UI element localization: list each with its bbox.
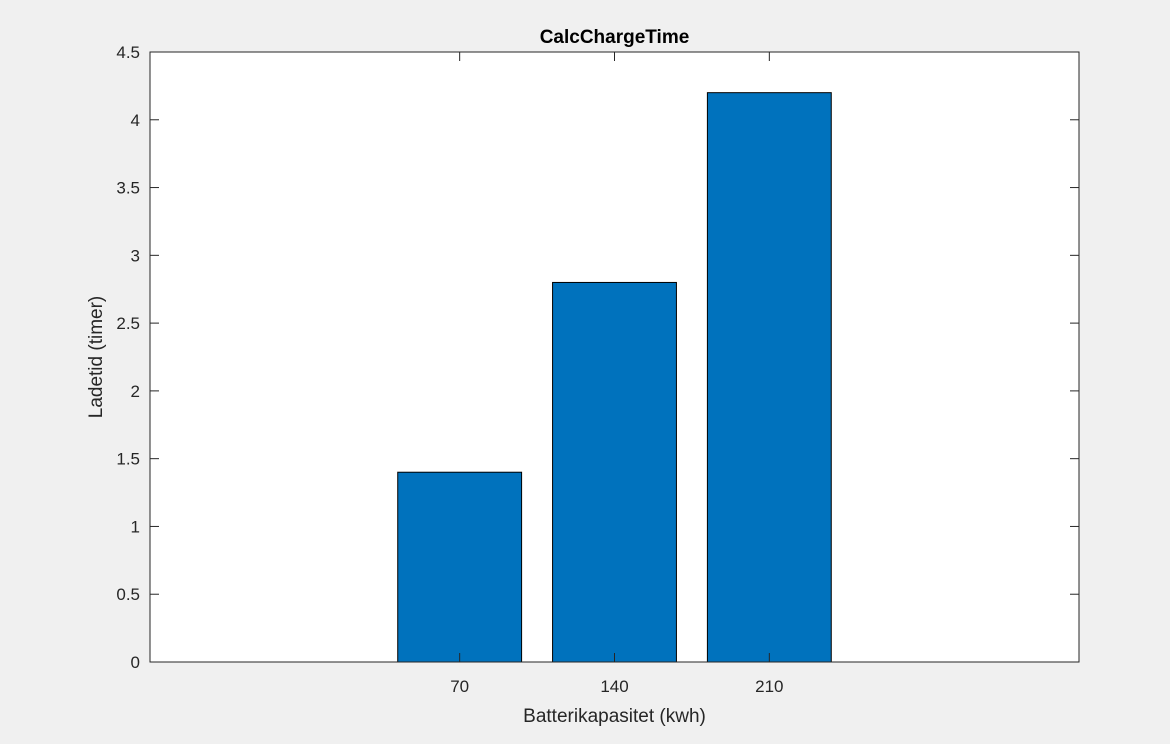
- y-tick-labels: 0 0.5 1 1.5 2 2.5 3 3.5 4 4.5: [116, 43, 140, 672]
- y-tick-label-0.5: 0.5: [116, 585, 140, 604]
- bar-140: [552, 281, 677, 663]
- y-tick-label-2: 2: [131, 382, 140, 401]
- x-tick-label-70: 70: [450, 677, 469, 696]
- y-tick-label-2.5: 2.5: [116, 314, 140, 333]
- y-tick-label-0: 0: [131, 653, 140, 672]
- y-tick-label-1.5: 1.5: [116, 450, 140, 469]
- x-axis-label: Batterikapasitet (kwh): [523, 706, 706, 727]
- x-tick-label-210: 210: [755, 677, 783, 696]
- y-tick-label-3.5: 3.5: [116, 179, 140, 198]
- bar-210: [706, 92, 832, 663]
- y-tick-label-3: 3: [131, 246, 140, 265]
- bar-70: [397, 471, 523, 663]
- x-tick-label-140: 140: [600, 677, 628, 696]
- y-axis-label: Ladetid (timer): [86, 296, 107, 419]
- x-tick-labels: 70 140 210: [450, 677, 783, 696]
- bars: [397, 92, 832, 663]
- y-tick-label-1: 1: [131, 517, 140, 536]
- y-tick-label-4: 4: [131, 111, 140, 130]
- plot-frame: [149, 51, 1080, 663]
- y-tick-label-4.5: 4.5: [116, 43, 140, 62]
- chart-title: CalcChargeTime: [540, 27, 690, 48]
